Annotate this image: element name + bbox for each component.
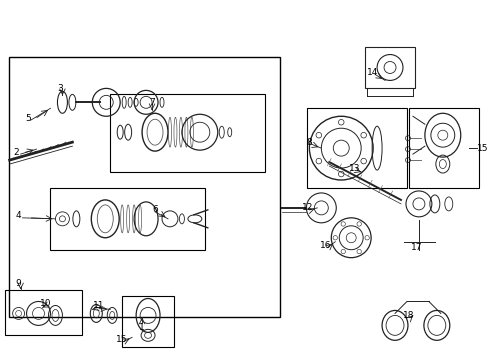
Text: 7: 7 (149, 98, 155, 107)
Text: 10: 10 (40, 299, 51, 308)
Text: 15: 15 (116, 335, 128, 344)
Text: 14: 14 (366, 68, 378, 77)
Text: 4: 4 (16, 211, 21, 220)
Text: 2: 2 (14, 148, 20, 157)
Bar (408, 108, 478, 188)
Bar (50, 188, 204, 250)
Text: 18: 18 (403, 311, 414, 320)
Text: 3: 3 (58, 84, 63, 93)
Text: 6: 6 (152, 205, 158, 214)
Text: 11: 11 (92, 301, 104, 310)
Bar (5, 289, 82, 336)
Bar (9, 57, 279, 318)
Bar (110, 94, 264, 172)
Bar (122, 296, 174, 347)
Text: 5: 5 (26, 114, 31, 123)
Text: 12: 12 (301, 203, 312, 212)
Text: 1: 1 (139, 323, 144, 332)
Bar (365, 46, 414, 89)
Text: 13: 13 (349, 163, 360, 172)
Text: 8: 8 (306, 138, 312, 147)
Text: 9: 9 (16, 279, 21, 288)
Text: 15: 15 (476, 144, 488, 153)
Text: 17: 17 (410, 243, 422, 252)
Text: 16: 16 (319, 241, 330, 250)
Bar (307, 108, 406, 188)
